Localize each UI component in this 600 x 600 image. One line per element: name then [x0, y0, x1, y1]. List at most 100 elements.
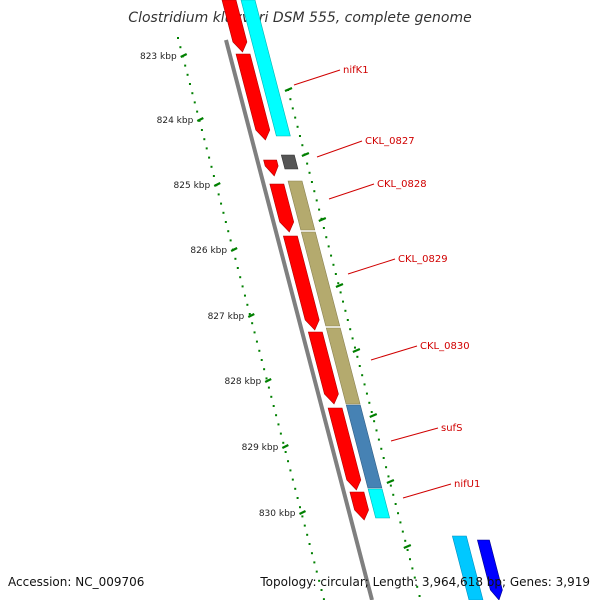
ruler-left: 823 kbp 824 kbp 825 kbp 826 kbp 827 kbp 828 k…	[140, 37, 325, 600]
ruler-minor-tick	[212, 175, 215, 177]
ruler-minor-tick	[361, 374, 364, 377]
gene-label: CKL_0827	[365, 136, 415, 147]
ruler-minor-tick	[200, 129, 203, 131]
kbp-label: 829 kbp	[242, 443, 279, 453]
ruler-minor-tick	[177, 37, 179, 39]
ruler-minor-tick	[243, 294, 246, 297]
ruler-minor-tick	[406, 549, 409, 551]
ruler-minor-tick	[191, 92, 194, 95]
ruler-minor-tick	[325, 236, 328, 239]
ruler-minor-tick	[255, 340, 258, 343]
callout-line	[402, 483, 452, 499]
ruler-minor-tick	[389, 484, 392, 487]
gene-bar	[287, 180, 316, 231]
ruler-minor-tick	[418, 595, 421, 597]
ruler-major-tick	[299, 510, 306, 515]
ruler-minor-tick	[301, 144, 304, 147]
ruler-minor-tick	[382, 457, 385, 459]
ruler-minor-tick	[365, 392, 368, 395]
ruler-minor-tick	[282, 441, 285, 444]
ruler-minor-tick	[294, 487, 297, 490]
ruler-minor-tick	[308, 171, 311, 174]
ruler-minor-tick	[208, 156, 211, 159]
cds-arrow	[263, 159, 279, 177]
callout-line	[293, 69, 341, 86]
ruler-minor-tick	[306, 533, 309, 536]
ruler-minor-tick	[270, 395, 273, 398]
callout-line	[370, 345, 418, 361]
gene-bar	[367, 488, 391, 519]
ruler-minor-tick	[392, 493, 395, 496]
ruler-minor-tick	[356, 355, 359, 358]
gene-bar	[300, 231, 341, 327]
ruler-minor-tick	[351, 337, 354, 340]
ruler-minor-tick	[196, 110, 199, 113]
ruler-major-tick	[230, 247, 238, 252]
ruler-minor-tick	[251, 322, 254, 325]
ruler-minor-tick	[265, 377, 268, 380]
callout-line	[328, 183, 375, 200]
kbp-label: 824 kbp	[157, 116, 194, 126]
ruler-minor-tick	[380, 447, 383, 450]
ruler-major-tick	[281, 444, 289, 449]
gene-label: CKL_0830	[420, 341, 470, 352]
ruler-minor-tick	[306, 162, 309, 165]
cds-arrow	[269, 183, 295, 233]
kbp-label: 830 kbp	[259, 509, 296, 519]
cds-arrow	[307, 331, 339, 405]
gene-label: nifK1	[343, 65, 369, 76]
ruler-major-tick	[369, 412, 378, 419]
ruler-minor-tick	[291, 107, 294, 110]
ruler-minor-tick	[375, 429, 378, 432]
ruler-minor-tick	[267, 386, 270, 389]
ruler-minor-tick	[296, 125, 299, 128]
ruler-minor-tick	[373, 420, 376, 423]
ruler-minor-tick	[301, 515, 304, 518]
ruler-minor-tick	[179, 46, 182, 49]
ruler-minor-tick	[342, 300, 345, 303]
ruler-major-tick	[301, 151, 310, 158]
ruler-minor-tick	[284, 451, 287, 453]
ruler-minor-tick	[322, 227, 325, 229]
ruler-major-tick	[335, 282, 344, 289]
gene-label: nifU1	[454, 479, 480, 490]
ruler-minor-tick	[296, 497, 299, 499]
ruler-minor-tick	[253, 331, 256, 334]
ruler-minor-tick	[377, 438, 380, 441]
gene-bar	[345, 404, 383, 489]
gene-label: sufS	[441, 423, 462, 434]
ruler-right	[284, 86, 421, 597]
ruler-minor-tick	[260, 359, 263, 361]
ruler-minor-tick	[258, 349, 261, 352]
ruler-minor-tick	[263, 368, 266, 371]
ruler-minor-tick	[411, 567, 414, 570]
gene-bar	[240, 0, 291, 137]
gene-features	[221, 0, 503, 600]
ruler-minor-tick	[236, 267, 239, 269]
ruler-minor-tick	[229, 239, 232, 242]
ruler-minor-tick	[184, 64, 187, 67]
ruler-minor-tick	[370, 411, 373, 413]
ruler-minor-tick	[397, 512, 400, 515]
kbp-label: 827 kbp	[208, 312, 245, 322]
ruler-minor-tick	[346, 319, 349, 321]
ruler-minor-tick	[188, 83, 191, 85]
ruler-minor-tick	[416, 585, 419, 588]
kbp-label: 825 kbp	[174, 181, 211, 191]
ruler-minor-tick	[313, 190, 316, 193]
ruler-minor-tick	[330, 254, 333, 257]
ruler-major-tick	[180, 53, 188, 58]
ruler-major-tick	[247, 313, 255, 318]
ruler-minor-tick	[401, 530, 404, 533]
ruler-minor-tick	[291, 478, 294, 481]
callout-line	[347, 258, 396, 275]
ruler-minor-tick	[385, 466, 388, 469]
ruler-major-tick	[284, 86, 293, 93]
callout-line	[390, 427, 439, 442]
ruler-minor-tick	[277, 423, 280, 426]
ruler-minor-tick	[217, 193, 220, 196]
ruler-minor-tick	[363, 383, 366, 386]
cds-arrow	[282, 235, 320, 331]
